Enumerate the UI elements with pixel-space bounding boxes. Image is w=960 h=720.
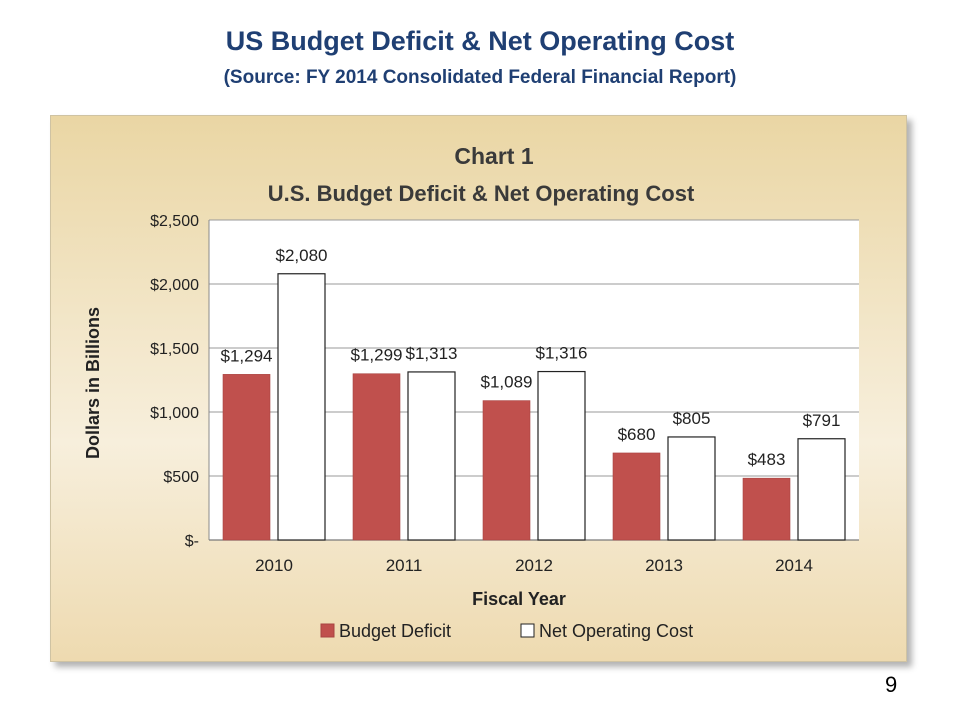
bar-budget-deficit — [742, 477, 791, 541]
bar-budget-deficit — [612, 452, 661, 541]
x-tick-label: 2013 — [645, 556, 683, 575]
y-tick-label: $2,500 — [150, 213, 199, 230]
data-label: $1,299 — [351, 346, 403, 365]
x-tick-label: 2012 — [515, 556, 553, 575]
y-tick-label: $- — [185, 533, 199, 550]
y-axis-label: Dollars in Billions — [83, 307, 103, 459]
bar-budget-deficit — [482, 400, 531, 541]
bar-net-operating-cost — [667, 436, 716, 541]
chart-container: Chart 1 U.S. Budget Deficit & Net Operat… — [50, 115, 907, 662]
bar-chart: Chart 1 U.S. Budget Deficit & Net Operat… — [83, 143, 859, 641]
data-label: $791 — [803, 411, 841, 430]
slide-title: US Budget Deficit & Net Operating Cost — [225, 26, 735, 56]
bar-net-operating-cost — [277, 273, 326, 541]
legend-label: Budget Deficit — [339, 621, 451, 641]
data-label: $483 — [748, 450, 786, 469]
data-label: $1,313 — [406, 344, 458, 363]
x-tick-label: 2010 — [255, 556, 293, 575]
data-label: $1,089 — [481, 373, 533, 392]
data-label: $805 — [673, 409, 711, 428]
slide-number: 9 — [885, 672, 898, 697]
data-label: $2,080 — [276, 246, 328, 265]
y-tick-label: $1,500 — [150, 341, 199, 358]
y-tick-label: $500 — [163, 469, 199, 486]
bar-budget-deficit — [352, 373, 401, 541]
legend-swatch — [320, 623, 335, 638]
data-label: $1,294 — [221, 346, 273, 365]
slide-subtitle: (Source: FY 2014 Consolidated Federal Fi… — [223, 67, 737, 88]
x-tick-label: 2014 — [775, 556, 813, 575]
y-tick-label: $2,000 — [150, 277, 199, 294]
legend-swatch — [520, 623, 535, 638]
bar-net-operating-cost — [407, 371, 456, 541]
legend-label: Net Operating Cost — [539, 621, 693, 641]
data-label: $680 — [618, 425, 656, 444]
bar-net-operating-cost — [537, 370, 586, 541]
x-tick-label: 2011 — [386, 556, 423, 575]
chart-subtitle: U.S. Budget Deficit & Net Operating Cost — [268, 181, 695, 206]
bar-net-operating-cost — [797, 438, 846, 541]
y-tick-label: $1,000 — [150, 405, 199, 422]
data-label: $1,316 — [536, 344, 588, 363]
chart-title: Chart 1 — [454, 143, 533, 169]
bar-budget-deficit — [222, 374, 271, 541]
x-axis-label: Fiscal Year — [472, 589, 566, 609]
